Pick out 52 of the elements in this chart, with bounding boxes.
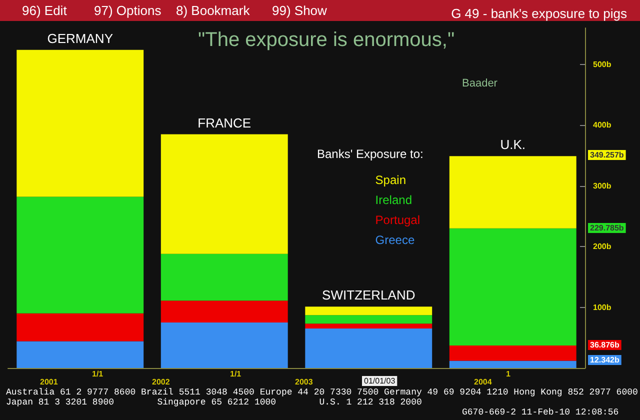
y-tick-label: 500b (593, 60, 612, 69)
text: 99) Show (272, 3, 328, 18)
bar (16, 50, 144, 197)
x-tick-label: FRANCE (198, 115, 252, 130)
x-tick-label: SWITZERLAND (322, 288, 416, 303)
text: 36.876b (590, 340, 620, 350)
text: 2004 (474, 378, 492, 386)
legend-title: Banks' Exposure to: (317, 147, 424, 161)
text: Japan 81 3 3201 8900 Singapore 65 6212 1000 U.S. 1 212 318 2000 (6, 398, 422, 408)
x-tick-label: U.K. (500, 137, 526, 152)
bar (305, 324, 432, 329)
bar (160, 134, 288, 254)
text: 2002 (152, 378, 170, 386)
y-tick-label: 100b (593, 302, 612, 312)
text: 229.785b (590, 224, 624, 232)
text: Spain (375, 173, 406, 187)
chart-title: G 49 - bank's exposure to pigs (451, 6, 628, 21)
bar (305, 315, 432, 324)
text: G670-669-2 11-Feb-10 12:08:56 (462, 408, 619, 418)
text: 12.342b (590, 356, 620, 364)
text: Greece (375, 233, 415, 247)
text: 96) Edit (22, 3, 68, 18)
y-tick-label: 300b (593, 181, 612, 190)
text: Ireland (375, 193, 412, 207)
bar (16, 341, 144, 368)
bar (449, 360, 576, 368)
bar (449, 156, 576, 228)
bar (16, 313, 144, 342)
text: 97) Options (94, 3, 162, 18)
text: 1 (506, 370, 511, 378)
annotation: "The exposure is enormous," (198, 29, 455, 51)
y-tick-label: 200b (593, 242, 612, 252)
annotation: Baader (462, 78, 498, 90)
text: 1/1 (92, 370, 104, 378)
text: 2003 (295, 378, 314, 386)
bar (449, 346, 576, 361)
bar (160, 300, 288, 322)
bar (160, 322, 288, 368)
bar (305, 306, 432, 316)
y-tick-label: 400b (593, 120, 612, 130)
text: 8) Bookmark (176, 3, 250, 18)
text: 01/01/03 (364, 376, 396, 386)
text: Australia 61 2 9777 8600 Brazil 5511 3048 4500 Europe 44 20 7330 7500 Germany 49 69 9204 1210 Hong Kong 852 2977 6000 (6, 388, 638, 398)
bar (16, 196, 144, 314)
bar (160, 254, 288, 301)
x-tick-label: GERMANY (47, 30, 114, 46)
bar (449, 228, 576, 346)
text: Portugal (375, 213, 420, 227)
text: 2001 (40, 378, 58, 386)
text: 349.257b (590, 150, 624, 160)
bar (305, 328, 432, 368)
text: 1/1 (230, 370, 242, 378)
